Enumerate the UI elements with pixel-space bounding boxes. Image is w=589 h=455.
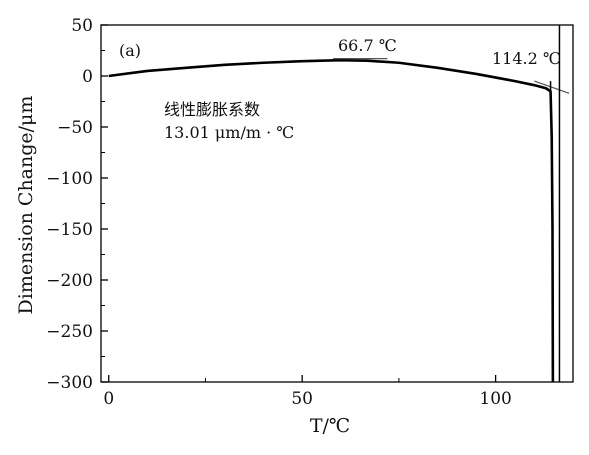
chart-marks [108,25,570,383]
peak-temperature-label: 66.7 ℃ [338,36,397,55]
y-tick-label-1: 0 [82,67,93,87]
x-axis-label: T/℃ [310,415,350,437]
y-tick-label-4: −150 [46,220,93,240]
y-tick-label-3: −100 [46,169,93,189]
x-tick-label-2: 100 [479,389,511,409]
x-tick-label-0: 0 [103,389,114,409]
cte-title-label: 线性膨胀系数 [164,100,260,119]
y-tick-label-2: −50 [57,118,93,138]
series-line-0 [108,58,555,383]
y-axis-label: Dimension Change/μm [15,96,37,315]
y-tick-label-5: −200 [46,271,93,291]
panel-label: (a) [119,41,141,60]
y-tick-label-0: 50 [71,16,93,36]
y-ticks: 50 0 −50 −100 −150 −200 −250 −300 [46,16,108,393]
y-tick-label-7: −300 [46,373,93,393]
y-tick-label-6: −250 [46,322,93,342]
end-temperature-label: 114.2 ℃ [492,49,561,68]
cte-value-label: 13.01 μm/m · ℃ [164,123,294,142]
tangent-line-1 [534,80,570,94]
x-ticks: 0 50 100 [103,375,512,409]
x-tick-label-1: 50 [291,389,313,409]
